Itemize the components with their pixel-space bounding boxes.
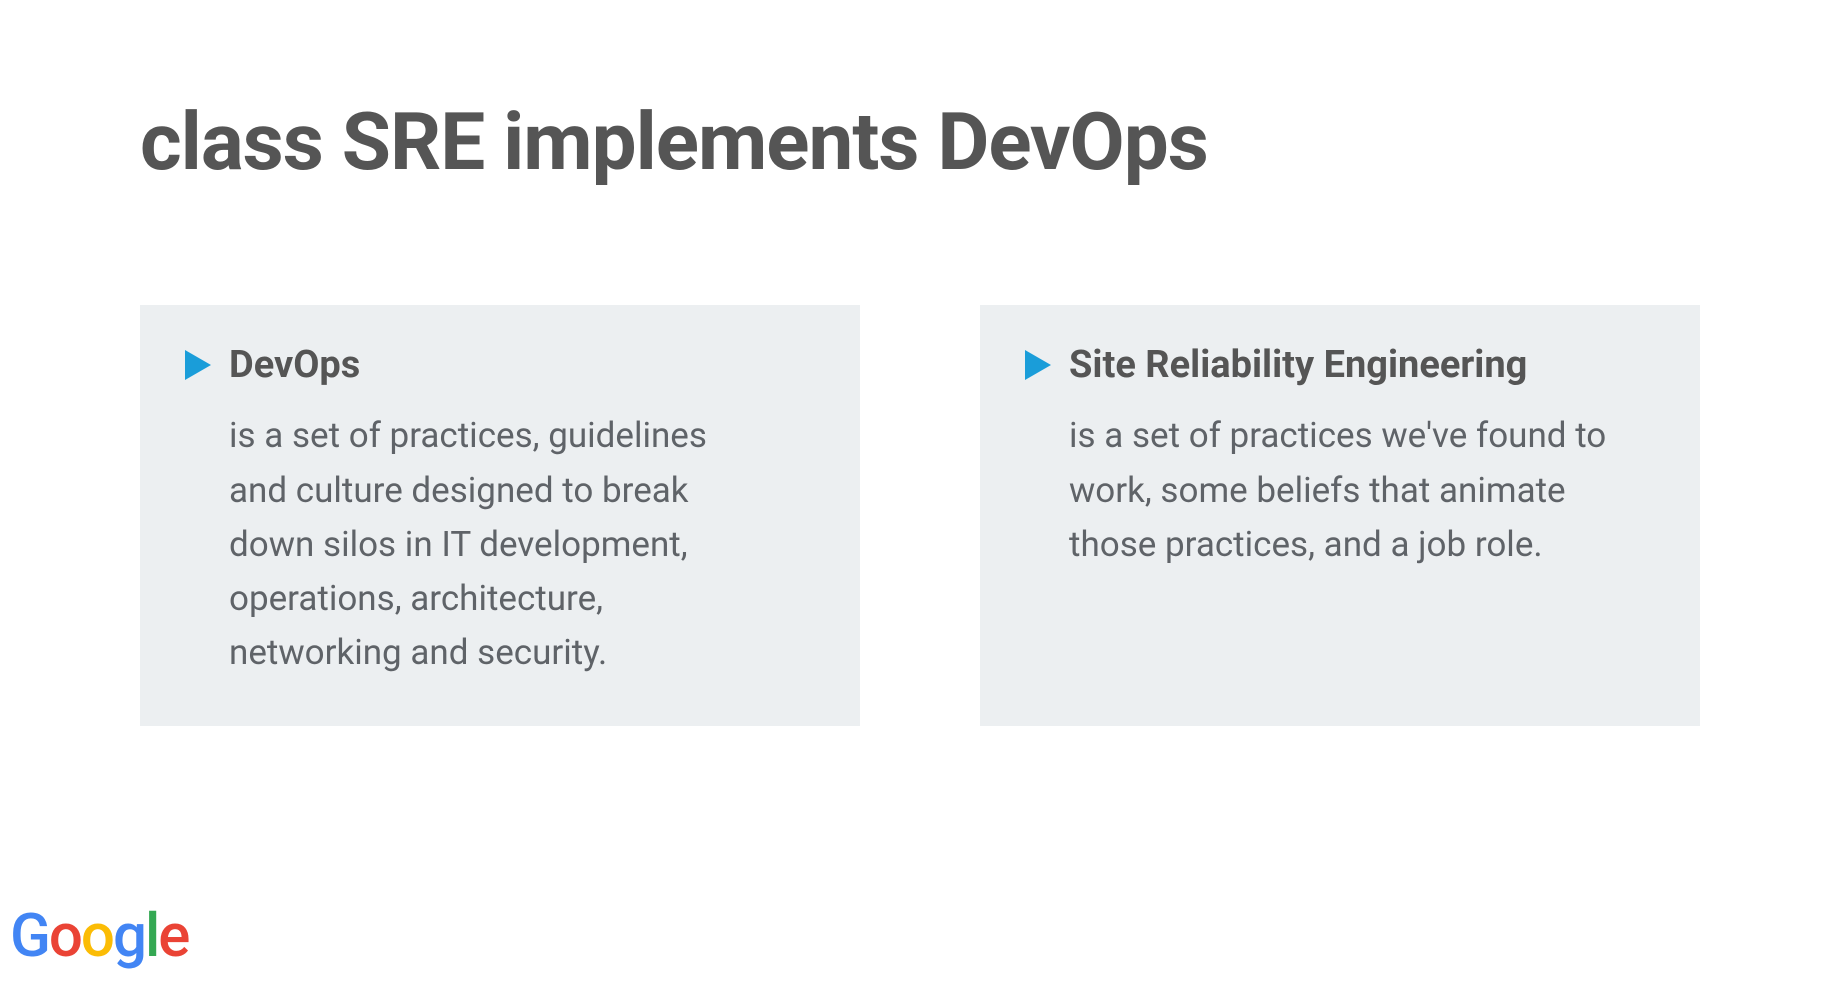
logo-letter-g2: g xyxy=(113,900,145,971)
triangle-bullet-icon xyxy=(1025,350,1051,380)
logo-letter-e: e xyxy=(158,900,188,971)
logo-letter-o1: o xyxy=(49,900,81,971)
slide-title: class SRE implements DevOps xyxy=(140,95,1208,189)
card-body: is a set of practices we've found to wor… xyxy=(1069,409,1650,572)
logo-letter-l: l xyxy=(145,900,158,971)
card-title: DevOps xyxy=(229,340,810,391)
card-sre: Site Reliability Engineering is a set of… xyxy=(980,305,1700,726)
triangle-bullet-icon xyxy=(185,350,211,380)
cards-container: DevOps is a set of practices, guidelines… xyxy=(140,305,1700,726)
google-logo: Google xyxy=(10,900,188,971)
logo-letter-g1: G xyxy=(10,900,49,971)
card-devops: DevOps is a set of practices, guidelines… xyxy=(140,305,860,726)
logo-letter-o2: o xyxy=(81,900,113,971)
card-body: is a set of practices, guidelines and cu… xyxy=(229,409,810,680)
card-content: Site Reliability Engineering is a set of… xyxy=(1069,340,1650,572)
card-content: DevOps is a set of practices, guidelines… xyxy=(229,340,810,681)
card-title: Site Reliability Engineering xyxy=(1069,340,1650,391)
